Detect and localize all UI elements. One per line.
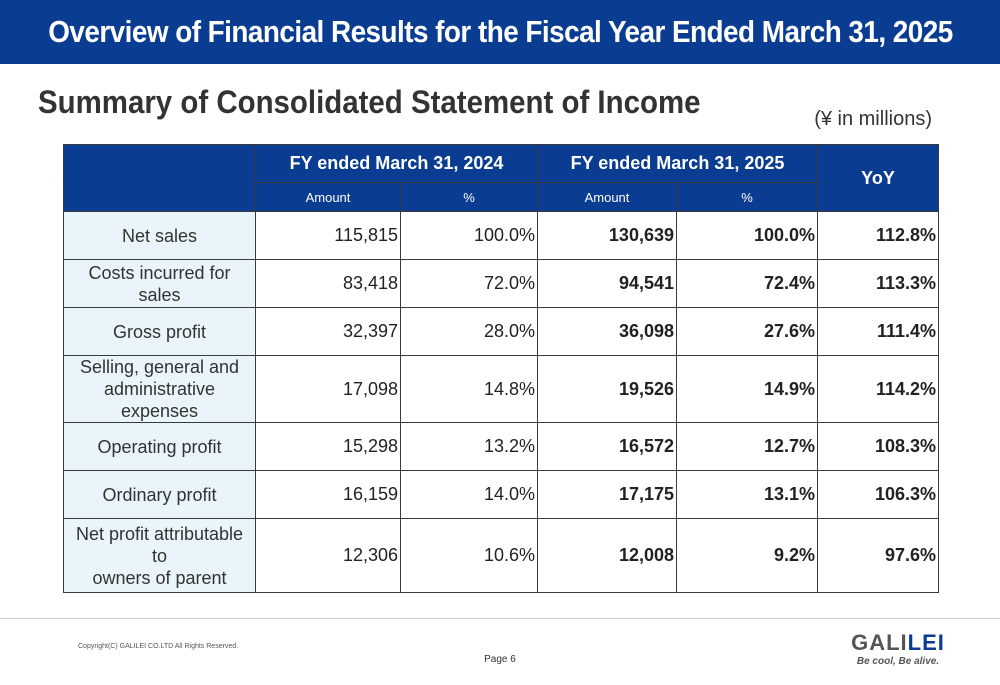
row-label: Net profit attributable to owners of par… xyxy=(63,518,256,593)
header-blank-cell xyxy=(63,144,256,183)
amount-2024: 16,159 xyxy=(255,470,401,519)
amount-2024: 83,418 xyxy=(255,259,401,308)
row-label-line2: administrative expenses xyxy=(103,379,216,421)
table-row: Net profit attributable to owners of par… xyxy=(63,518,939,593)
amount-header-2025: Amount xyxy=(537,182,677,212)
amount-2024: 15,298 xyxy=(255,422,401,471)
logo-tagline: Be cool, Be alive. xyxy=(856,656,940,667)
logo-wordmark-part2: LEI xyxy=(907,630,945,655)
income-statement-table: FY ended March 31, 2024 FY ended March 3… xyxy=(63,144,939,593)
amount-2025: 19,526 xyxy=(537,355,677,423)
amount-2024: 17,098 xyxy=(255,355,401,423)
yoy-value: 113.3% xyxy=(817,259,939,308)
page-title: Overview of Financial Results for the Fi… xyxy=(47,14,953,49)
row-label: Ordinary profit xyxy=(63,470,256,519)
page-number: Page 6 xyxy=(484,654,516,665)
table-row: Selling, general and administrative expe… xyxy=(63,355,939,423)
logo-wordmark: GALILEI xyxy=(848,631,948,655)
amount-2024: 115,815 xyxy=(255,211,401,260)
amount-2024: 32,397 xyxy=(255,307,401,356)
table-row: Gross profit 32,397 28.0% 36,098 27.6% 1… xyxy=(63,307,939,356)
percent-2024: 100.0% xyxy=(400,211,538,260)
amount-2025: 130,639 xyxy=(537,211,677,260)
period-header-2024: FY ended March 31, 2024 xyxy=(255,144,538,183)
amount-2025: 94,541 xyxy=(537,259,677,308)
row-label-line1: Selling, general and xyxy=(79,357,240,377)
yoy-value: 114.2% xyxy=(817,355,939,423)
logo-wordmark-part1: GALI xyxy=(851,630,908,655)
row-label-line2: owners of parent xyxy=(92,567,227,588)
yoy-value: 106.3% xyxy=(817,470,939,519)
header-bar: Overview of Financial Results for the Fi… xyxy=(0,0,1000,64)
row-label: Selling, general and administrative expe… xyxy=(63,355,256,423)
company-logo: GALILEI Be cool, Be alive. xyxy=(848,631,948,669)
row-label: Gross profit xyxy=(63,307,256,356)
amount-2025: 17,175 xyxy=(537,470,677,519)
amount-2024: 12,306 xyxy=(255,518,401,593)
table-row: Costs incurred for sales 83,418 72.0% 94… xyxy=(63,259,939,308)
percent-2024: 72.0% xyxy=(400,259,538,308)
percent-2025: 72.4% xyxy=(676,259,818,308)
percent-2024: 14.0% xyxy=(400,470,538,519)
yoy-value: 112.8% xyxy=(817,211,939,260)
percent-2024: 13.2% xyxy=(400,422,538,471)
percent-2024: 14.8% xyxy=(400,355,538,423)
table-row: Ordinary profit 16,159 14.0% 17,175 13.1… xyxy=(63,470,939,519)
section-subtitle: Summary of Consolidated Statement of Inc… xyxy=(38,84,701,120)
percent-2024: 28.0% xyxy=(400,307,538,356)
header-blank-cell xyxy=(63,182,256,212)
amount-2025: 36,098 xyxy=(537,307,677,356)
yoy-value: 111.4% xyxy=(817,307,939,356)
percent-2025: 100.0% xyxy=(676,211,818,260)
period-header-2025: FY ended March 31, 2025 xyxy=(537,144,818,183)
yoy-header: YoY xyxy=(817,144,939,212)
row-label: Operating profit xyxy=(63,422,256,471)
percent-2025: 12.7% xyxy=(676,422,818,471)
header-row-subheaders: Amount % Amount % xyxy=(63,182,939,212)
row-label: Costs incurred for sales xyxy=(63,259,256,308)
unit-note: (¥ in millions) xyxy=(814,108,932,130)
table-row: Operating profit 15,298 13.2% 16,572 12.… xyxy=(63,422,939,471)
amount-2025: 16,572 xyxy=(537,422,677,471)
yoy-value: 108.3% xyxy=(817,422,939,471)
copyright-text: Copyright(C) GALILEI CO.LTD All Rights R… xyxy=(78,643,239,650)
percent-2025: 14.9% xyxy=(676,355,818,423)
amount-2025: 12,008 xyxy=(537,518,677,593)
yoy-value: 97.6% xyxy=(817,518,939,593)
row-label: Net sales xyxy=(63,211,256,260)
percent-2025: 27.6% xyxy=(676,307,818,356)
percent-2025: 9.2% xyxy=(676,518,818,593)
amount-header-2024: Amount xyxy=(255,182,401,212)
row-label-line1: Net profit attributable to xyxy=(75,523,244,566)
footer-divider xyxy=(0,618,1000,619)
percent-header-2025: % xyxy=(676,182,818,212)
header-row-periods: FY ended March 31, 2024 FY ended March 3… xyxy=(63,144,939,212)
percent-2024: 10.6% xyxy=(400,518,538,593)
percent-2025: 13.1% xyxy=(676,470,818,519)
percent-header-2024: % xyxy=(400,182,538,212)
table-row: Net sales 115,815 100.0% 130,639 100.0% … xyxy=(63,211,939,260)
